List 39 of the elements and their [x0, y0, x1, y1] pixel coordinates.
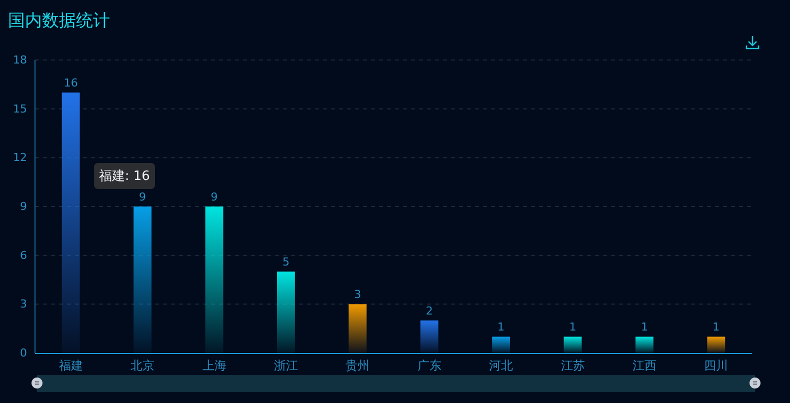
y-tick-label: 6 — [20, 248, 27, 262]
data-label: 1 — [498, 320, 505, 334]
bar — [348, 304, 367, 353]
bar — [62, 92, 80, 353]
data-label: 1 — [640, 320, 648, 334]
data-label: 5 — [282, 256, 290, 269]
data-label: 9 — [139, 190, 146, 204]
x-tick-label: 江苏 — [560, 358, 585, 373]
bar — [707, 336, 726, 353]
bar — [564, 336, 582, 353]
x-tick-label: 四川 — [704, 358, 728, 373]
y-tick-label: 3 — [20, 298, 27, 311]
x-tick-label: 浙江 — [274, 358, 298, 373]
bar — [205, 206, 224, 353]
x-tick-label: 北京 — [130, 358, 155, 373]
y-tick-label: 9 — [20, 200, 27, 214]
y-tick-label: 15 — [13, 102, 27, 116]
data-label: 9 — [210, 190, 218, 204]
bar — [635, 336, 654, 353]
x-tick-label: 福建 — [58, 358, 83, 373]
bar — [420, 320, 438, 353]
bar — [276, 272, 295, 353]
y-tick-label: 18 — [13, 54, 27, 67]
bar — [492, 336, 510, 353]
data-label: 1 — [569, 320, 576, 334]
data-label: 3 — [354, 288, 362, 302]
data-label: 1 — [712, 320, 720, 334]
x-tick-label: 广东 — [417, 358, 442, 373]
data-label: 2 — [426, 304, 433, 318]
x-tick-label: 江西 — [632, 358, 656, 373]
chart-title: 国内数据统计 — [8, 11, 110, 31]
x-tick-label: 河北 — [489, 358, 514, 373]
y-tick-label: 0 — [20, 346, 27, 360]
bar — [134, 206, 152, 353]
x-tick-label: 贵州 — [346, 358, 370, 373]
y-tick-label: 12 — [13, 151, 27, 164]
x-tick-label: 上海 — [202, 358, 226, 373]
data-label: 16 — [64, 76, 78, 90]
annotation: 福建: 16 — [94, 162, 155, 189]
